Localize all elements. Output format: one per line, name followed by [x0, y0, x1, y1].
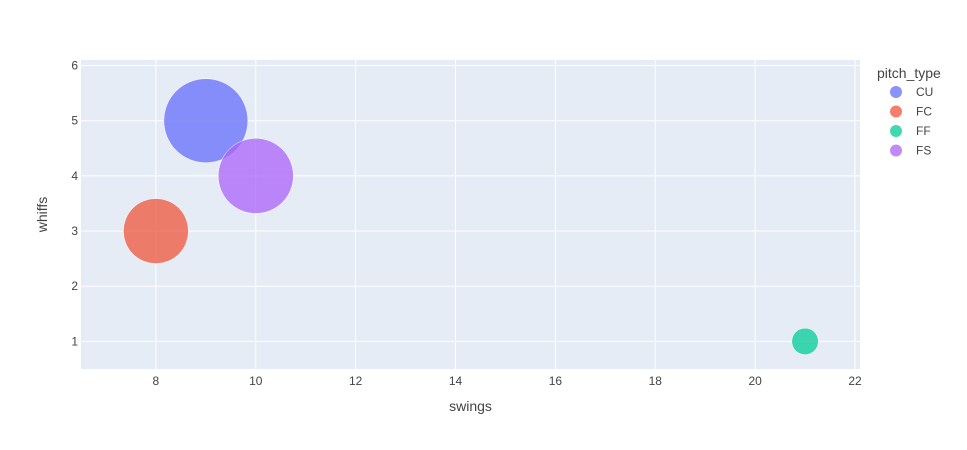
y-tick-label: 4 — [71, 169, 78, 183]
legend-item-ff[interactable]: FF — [890, 124, 931, 138]
legend-marker — [890, 86, 902, 98]
y-tick-labels: 1 2 3 4 5 6 — [71, 59, 78, 349]
legend-label: FC — [916, 105, 932, 119]
x-tick-label: 10 — [249, 374, 263, 388]
bubbles — [123, 78, 819, 355]
legend-label: FS — [916, 144, 931, 158]
y-gridlines — [81, 65, 860, 342]
x-tick-label: 12 — [349, 374, 363, 388]
y-axis-title: whiffs — [34, 197, 50, 234]
legend-label: FF — [916, 124, 931, 138]
bubble-ff[interactable] — [791, 327, 819, 355]
legend-title: pitch_type — [877, 65, 941, 81]
y-tick-label: 5 — [71, 114, 78, 128]
bubble-fs[interactable] — [217, 138, 294, 214]
x-tick-label: 20 — [748, 374, 762, 388]
legend[interactable]: pitch_type CU FC FF FS — [877, 65, 941, 158]
legend-item-fc[interactable]: FC — [890, 105, 932, 119]
bubble-cu[interactable] — [163, 78, 249, 163]
legend-item-cu[interactable]: CU — [890, 85, 933, 99]
x-axis-title: swings — [449, 398, 492, 414]
x-tick-labels: 8 10 12 14 16 18 20 22 — [153, 374, 862, 388]
x-tick-label: 16 — [549, 374, 563, 388]
x-tick-label: 8 — [153, 374, 160, 388]
y-tick-label: 6 — [71, 59, 78, 73]
y-tick-label: 2 — [71, 279, 78, 293]
y-tick-label: 3 — [71, 224, 78, 238]
x-tick-label: 22 — [848, 374, 862, 388]
legend-marker — [890, 144, 902, 157]
bubble-fc[interactable] — [123, 198, 189, 264]
legend-item-fs[interactable]: FS — [890, 144, 931, 158]
x-gridlines — [155, 60, 856, 369]
legend-label: CU — [916, 85, 933, 99]
legend-marker — [890, 125, 902, 137]
y-tick-label: 1 — [71, 334, 78, 348]
x-tick-label: 18 — [649, 374, 663, 388]
x-tick-label: 14 — [449, 374, 463, 388]
legend-marker — [890, 105, 902, 118]
